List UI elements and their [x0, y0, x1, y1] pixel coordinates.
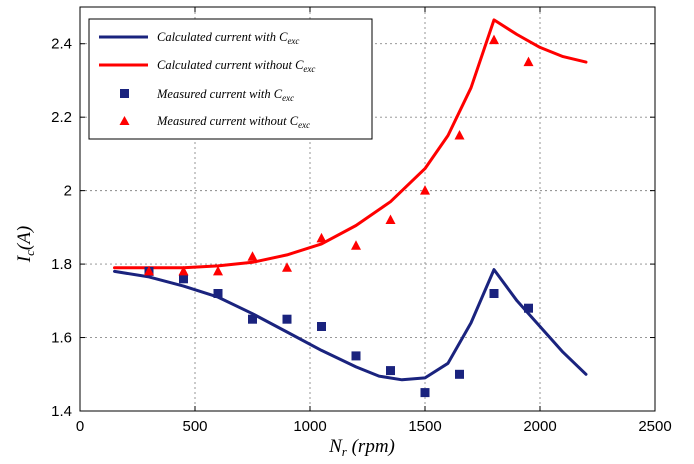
data-point-triangle	[144, 265, 154, 276]
data-point-square	[524, 303, 533, 313]
y-axis-label-rest: (A)	[14, 226, 35, 250]
data-point-triangle	[454, 130, 465, 140]
y-tick-label: 2.2	[51, 109, 72, 126]
legend-label-calc-with: Calculated current with Cexc	[157, 30, 299, 46]
x-tick-label: 1000	[293, 418, 326, 435]
x-tick-label: 2500	[638, 418, 671, 435]
y-tick-label: 1.4	[51, 403, 72, 420]
data-point-square	[386, 366, 395, 376]
y-tick-label: 1.8	[51, 256, 72, 273]
data-point-square	[455, 369, 464, 379]
y-axis-label-sub: c	[22, 250, 37, 256]
x-axis-label-rest: (rpm)	[347, 436, 395, 457]
series-line-1	[113, 18, 588, 270]
data-point-square	[351, 351, 361, 361]
data-point-square	[248, 314, 257, 324]
x-tick-label: 1500	[408, 418, 441, 435]
data-point-square	[282, 314, 292, 324]
y-axis-label-main: I	[14, 254, 35, 263]
legend-marker-meas-without	[119, 116, 130, 125]
legend-marker-meas-with	[120, 89, 129, 98]
data-point-triangle	[420, 185, 430, 195]
x-tick-label: 0	[76, 418, 84, 435]
data-point-triangle	[489, 34, 499, 45]
data-point-triangle	[282, 262, 292, 272]
data-point-square	[420, 388, 430, 398]
data-point-square	[489, 289, 499, 298]
data-point-triangle	[247, 251, 258, 261]
series-line-0	[113, 268, 588, 382]
data-point-triangle	[523, 56, 534, 67]
y-tick-label: 2.4	[51, 36, 72, 53]
y-tick-label: 2	[64, 183, 72, 200]
data-point-square	[317, 322, 326, 331]
data-point-triangle	[385, 214, 396, 224]
legend-label-meas-with: Measured current with Cexc	[156, 87, 294, 103]
y-axis-label: Ic(A)	[14, 226, 37, 263]
data-point-triangle	[316, 232, 327, 243]
plot-series	[113, 18, 588, 398]
x-tick-label: 2000	[523, 418, 556, 435]
y-tick-label: 1.6	[51, 330, 72, 347]
legend-label-meas-without: Measured current without Cexc	[156, 114, 310, 130]
data-point-square	[213, 289, 223, 298]
x-axis-label-main: N	[328, 436, 343, 457]
legend-label-calc-without: Calculated current without Cexc	[157, 58, 315, 74]
legend-box	[88, 18, 373, 140]
plot-frame	[79, 6, 656, 412]
data-point-square	[179, 274, 188, 284]
x-axis-label: Nr (rpm)	[328, 436, 395, 459]
data-point-triangle	[213, 265, 223, 276]
data-point-triangle	[178, 265, 189, 276]
x-axis-label-sub: r	[342, 444, 348, 459]
x-tick-label: 500	[182, 418, 207, 435]
legend: Calculated current with Cexc Calculated …	[88, 18, 373, 140]
data-point-triangle	[351, 240, 361, 250]
axis-ticks: 0 500 1000 1500 2000 2500 1.4 1.6 1.8 2 2.2 2.4	[51, 7, 672, 435]
